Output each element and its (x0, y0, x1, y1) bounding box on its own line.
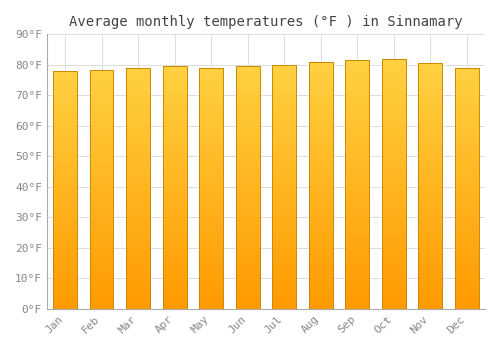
Bar (309, 62, 332, 309)
Bar (236, 66, 260, 309)
Bar (126, 68, 150, 309)
Bar (382, 59, 406, 309)
Bar (418, 63, 442, 309)
Bar (200, 68, 223, 309)
Bar (346, 60, 369, 309)
Bar (272, 65, 296, 309)
Bar (455, 68, 478, 309)
Bar (163, 66, 186, 309)
Title: Average monthly temperatures (°F ) in Sinnamary: Average monthly temperatures (°F ) in Si… (69, 15, 462, 29)
Bar (54, 71, 77, 309)
Bar (90, 70, 114, 309)
